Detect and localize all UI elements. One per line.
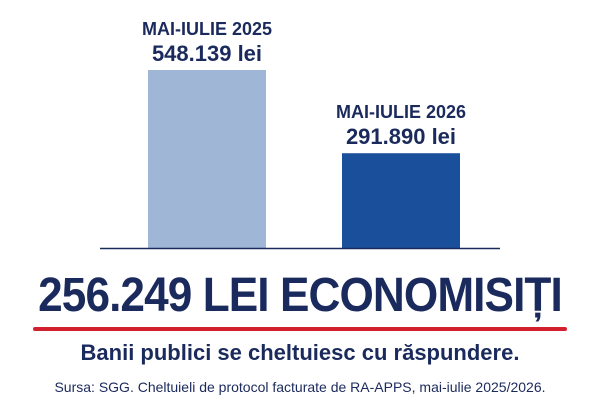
- source-note: Sursa: SGG. Cheltuieli de protocol factu…: [54, 379, 546, 395]
- bar-2-category-label: MAI-IULIE 2026: [336, 102, 466, 122]
- bar-2-value-label: 291.890 lei: [346, 124, 456, 149]
- headline-savings: 256.249 LEI ECONOMISIȚI: [38, 269, 563, 322]
- bar-2: [342, 153, 460, 248]
- bar-1: [148, 70, 266, 248]
- bar-1-value-label: 548.139 lei: [152, 41, 262, 66]
- bar-1-category-label: MAI-IULIE 2025: [142, 19, 272, 39]
- tagline: Banii publici se cheltuiesc cu răspunder…: [80, 340, 520, 365]
- headline-underline: [33, 327, 567, 331]
